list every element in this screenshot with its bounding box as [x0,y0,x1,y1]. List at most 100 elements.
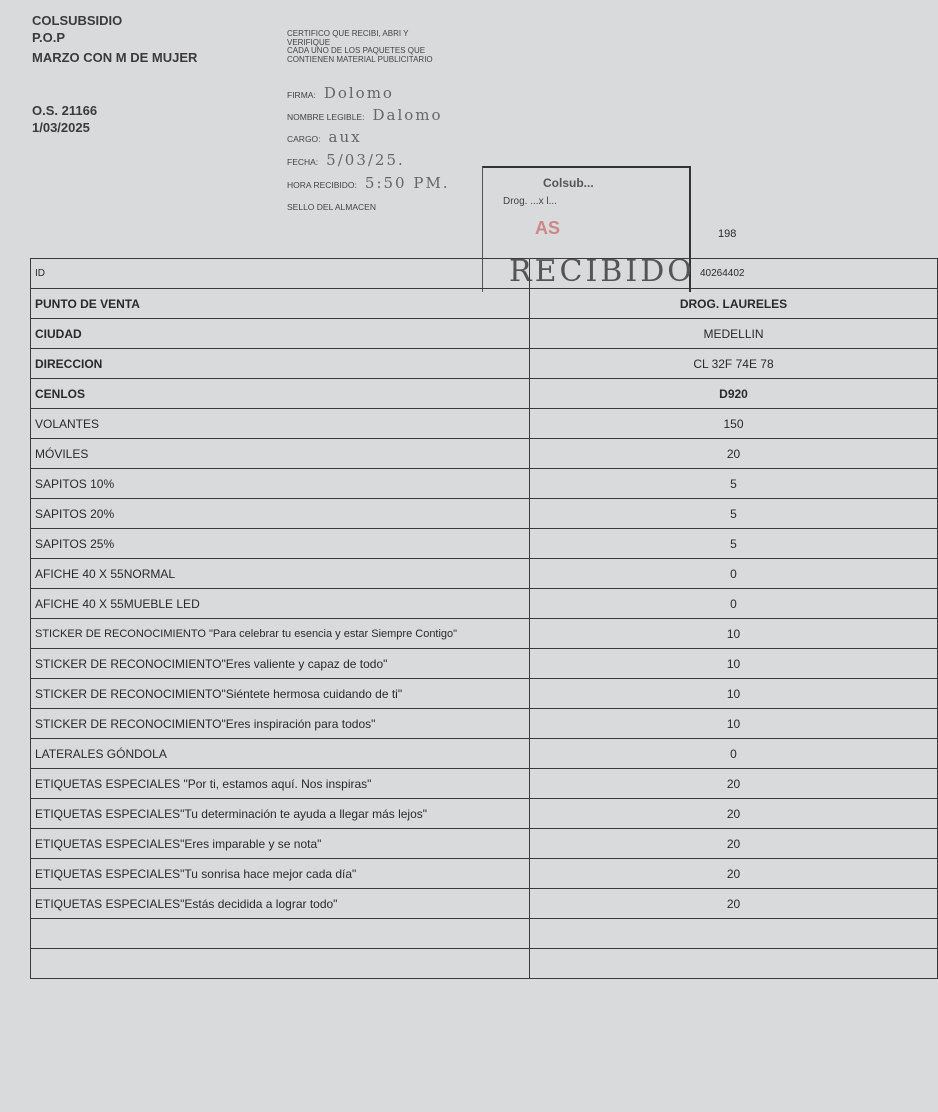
cert-line: VERIFIQUE [287,37,331,47]
cargo-label: CARGO: [287,134,321,144]
table-row: MÓVILES 20 [30,438,938,469]
row-label: ETIQUETAS ESPECIALES"Tu determinación te… [30,798,530,829]
nombre-field: NOMBRE LEGIBLE: Dalomo [287,106,443,124]
table-row: SAPITOS 20% 5 [30,498,938,529]
table-row: LATERALES GÓNDOLA 0 [30,738,938,769]
row-label: LATERALES GÓNDOLA [30,738,530,769]
row-value: MEDELLIN [529,318,938,349]
row-label: ETIQUETAS ESPECIALES"Eres imparable y se… [30,828,530,859]
number-198: 198 [718,228,737,240]
row-value: 20 [529,798,938,829]
table-row: DIRECCION CL 32F 74E 78 [30,348,938,379]
row-label: STICKER DE RECONOCIMIENTO"Siéntete hermo… [30,678,530,709]
table-row: STICKER DE RECONOCIMIENTO"Eres valiente … [30,648,938,679]
id-row: ID 40264402 [30,258,938,289]
row-label: VOLANTES [30,408,530,439]
table-row: STICKER DE RECONOCIMIENTO"Siéntete hermo… [30,678,938,709]
row-value: 0 [529,738,938,769]
row-label: STICKER DE RECONOCIMIENTO "Para celebrar… [30,618,530,649]
table-row: ETIQUETAS ESPECIALES"Tu sonrisa hace mej… [30,858,938,889]
row-label: SAPITOS 10% [30,468,530,499]
cert-line: CERTIFICO QUE RECIBI, ABRI Y [287,29,409,38]
row-value [529,918,938,949]
row-value: 5 [529,528,938,559]
firma-field: FIRMA: Dolomo [287,84,394,102]
row-label: SAPITOS 25% [30,528,530,559]
table-row: STICKER DE RECONOCIMIENTO "Para celebrar… [30,618,938,649]
row-value: DROG. LAURELES [529,288,938,319]
stamp-line: Colsub... [543,176,594,190]
table-row [30,948,938,979]
firma-label: FIRMA: [287,90,316,100]
row-value: 5 [529,468,938,499]
row-value: CL 32F 74E 78 [529,348,938,379]
certification-text: CERTIFICO QUE RECIBI, ABRI Y VERIFIQUE C… [287,29,433,64]
firma-signature: Dolomo [323,84,394,102]
table-row: ETIQUETAS ESPECIALES"Eres imparable y se… [30,828,938,859]
row-label: ETIQUETAS ESPECIALES"Tu sonrisa hace mej… [30,858,530,889]
row-value: 0 [529,558,938,589]
row-value: 20 [529,438,938,469]
cargo-field: CARGO: aux [287,128,362,146]
row-value: 20 [529,768,938,799]
row-label: AFICHE 40 X 55NORMAL [30,558,530,589]
table-row: CIUDAD MEDELLIN [30,318,938,349]
row-label: STICKER DE RECONOCIMIENTO"Eres inspiraci… [30,708,530,739]
cert-line: CONTIENEN MATERIAL PUBLICITARIO [287,54,433,64]
org-name: COLSUBSIDIO [32,13,123,28]
row-label: ETIQUETAS ESPECIALES"Estás decidida a lo… [30,888,530,919]
row-label: CENLOS [30,378,530,409]
service-order: O.S. 21166 [32,103,98,118]
fecha-value: 5/03/25. [326,151,405,169]
row-label: PUNTO DE VENTA [30,288,530,319]
material-table: ID 40264402 PUNTO DE VENTA DROG. LAURELES… [30,258,938,979]
stamp-mark: AS [535,218,561,238]
row-value: 20 [529,858,938,889]
department: P.O.P [32,30,66,45]
id-label: ID [30,258,530,289]
table-row: AFICHE 40 X 55MUEBLE LED 0 [30,588,938,619]
row-value: 20 [529,888,938,919]
sello-label: SELLO DEL ALMACEN [287,202,376,212]
nombre-label: NOMBRE LEGIBLE: [287,112,365,122]
table-row: AFICHE 40 X 55NORMAL 0 [30,558,938,589]
fecha-label: FECHA: [287,157,319,167]
table-row: ETIQUETAS ESPECIALES"Tu determinación te… [30,798,938,829]
row-value: D920 [529,378,938,409]
row-label [30,918,530,949]
table-row: SAPITOS 25% 5 [30,528,938,559]
cargo-value: aux [328,128,362,146]
row-value: 10 [529,618,938,649]
row-label: CIUDAD [30,318,530,349]
row-label: ETIQUETAS ESPECIALES "Por ti, estamos aq… [30,768,530,799]
document-date: 1/03/2025 [32,120,90,135]
fecha-field: FECHA: 5/03/25. [287,151,405,169]
campaign-name: MARZO CON M DE MUJER [32,50,198,65]
table-row: STICKER DE RECONOCIMIENTO"Eres inspiraci… [30,708,938,739]
table-row: ETIQUETAS ESPECIALES"Estás decidida a lo… [30,888,938,919]
row-value: 5 [529,498,938,529]
stamp-line: Drog. ...x l... [503,196,557,207]
row-value: 10 [529,648,938,679]
row-label: DIRECCION [30,348,530,379]
row-label [30,948,530,979]
row-label: AFICHE 40 X 55MUEBLE LED [30,588,530,619]
row-value: 20 [529,828,938,859]
row-value: 150 [529,408,938,439]
row-label: MÓVILES [30,438,530,469]
hora-field: HORA RECIBIDO: 5:50 PM. [287,174,450,192]
id-value: 40264402 [529,258,938,289]
cert-line: CADA UNO DE LOS PAQUETES QUE [287,46,426,55]
table-row [30,918,938,949]
row-value: 10 [529,708,938,739]
row-value [529,948,938,979]
table-row: PUNTO DE VENTA DROG. LAURELES [30,288,938,319]
document-header: COLSUBSIDIO P.O.P MARZO CON M DE MUJER O… [32,12,197,136]
table-row: CENLOS D920 [30,378,938,409]
row-label: SAPITOS 20% [30,498,530,529]
nombre-value: Dalomo [372,106,443,124]
row-value: 0 [529,588,938,619]
hora-value: 5:50 PM. [364,174,450,192]
table-row: ETIQUETAS ESPECIALES "Por ti, estamos aq… [30,768,938,799]
hora-label: HORA RECIBIDO: [287,180,357,190]
